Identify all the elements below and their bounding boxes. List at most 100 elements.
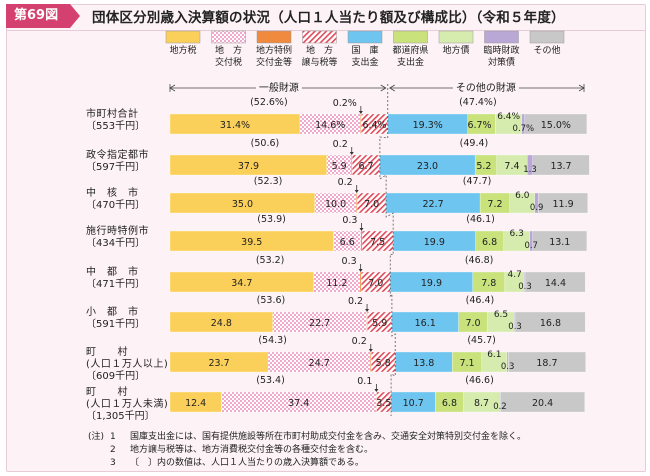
- data-label: 0.3: [508, 322, 522, 332]
- legend-label: 地 方: [215, 44, 242, 56]
- data-label: 0.9: [530, 203, 544, 213]
- data-label: 0.2%: [333, 98, 357, 109]
- legend-label: 交付金等: [256, 56, 292, 68]
- per-capita-amount: 〔609千円〕: [86, 370, 145, 382]
- data-label: 22.7: [423, 199, 444, 210]
- bar-segment: [359, 271, 362, 293]
- data-label: 11.9: [553, 199, 574, 210]
- bar-segment: [532, 230, 588, 252]
- data-label: 14.4: [545, 278, 566, 289]
- data-label: 6.4%: [362, 120, 386, 131]
- other-finance-share: (47.4%): [459, 97, 497, 108]
- data-label: 3.5: [376, 398, 391, 409]
- data-label: 0.7: [524, 241, 538, 251]
- legend-swatch: [393, 30, 428, 44]
- bar-segment: [524, 113, 588, 135]
- data-label: 7.8: [481, 278, 496, 289]
- data-label: 7.1: [459, 358, 474, 369]
- data-label: 0.3: [501, 362, 515, 372]
- figure-number-badge: 第69図: [6, 4, 80, 28]
- general-finance-label: 一般財源: [259, 81, 299, 94]
- general-finance-share: (53.6): [257, 295, 286, 306]
- category-label: 中 都 市: [86, 265, 139, 278]
- legend-label: 交付税: [215, 56, 242, 68]
- data-label: 39.5: [241, 237, 262, 248]
- bar-segment: [515, 311, 586, 333]
- data-label: 5.2: [476, 161, 491, 172]
- data-label: 7.2: [487, 199, 502, 210]
- general-finance-share: (52.6%): [250, 97, 288, 108]
- data-label: 16.8: [540, 318, 561, 329]
- per-capita-amount: 〔591千円〕: [86, 318, 145, 330]
- legend-label: 臨時財政: [483, 44, 519, 56]
- data-label: 6.8: [442, 398, 457, 409]
- other-finance-share: (49.4): [460, 138, 489, 149]
- data-label: 10.7: [403, 398, 424, 409]
- data-label: 15.0%: [541, 120, 571, 131]
- data-label: 6.0: [515, 191, 530, 201]
- data-label: 24.8: [211, 318, 232, 329]
- bars: 31.4% 14.6% 6.4% 19.3% 6.7% 6.4% 0.7% 15.0% 0.2%…: [86, 84, 590, 422]
- data-label: 18.7: [536, 358, 557, 369]
- data-label: 6.4%: [497, 112, 520, 122]
- legend-swatch: [484, 30, 519, 44]
- legend-label: 国 庫: [351, 44, 378, 56]
- data-label: 19.9: [424, 237, 445, 248]
- category-label: 施行時特例市: [86, 224, 149, 237]
- data-label: 5.9: [332, 161, 347, 172]
- data-label: 0.3: [342, 215, 357, 226]
- data-label: 6.6: [340, 237, 355, 248]
- other-finance-share: (47.7): [463, 176, 492, 187]
- data-label: 13.7: [550, 161, 571, 172]
- other-finance-share: (46.6): [465, 375, 494, 386]
- data-label: 6.5: [494, 310, 508, 320]
- bar-segment: [360, 230, 363, 252]
- legend-label: 地方特例: [256, 44, 292, 56]
- per-capita-amount: 〔553千円〕: [86, 120, 145, 132]
- legend-swatch: [211, 30, 246, 44]
- general-finance-share: (53.4): [256, 375, 285, 386]
- data-label: 16.1: [415, 318, 436, 329]
- data-label: 7.0: [368, 278, 383, 289]
- legend-label: 地方税: [169, 44, 196, 56]
- legend-label: 支出金: [397, 56, 424, 68]
- per-capita-amount: 〔1,305千円〕: [86, 410, 155, 422]
- data-label: 7.5: [370, 237, 385, 248]
- general-finance-share: (50.6): [251, 138, 280, 149]
- data-label: 0.2: [352, 336, 367, 347]
- bar-segment: [508, 351, 586, 373]
- data-label: 6.7%: [467, 120, 491, 131]
- data-label: 19.9: [421, 278, 442, 289]
- data-label: 0.1: [357, 376, 372, 387]
- category-label: 町 村: [86, 385, 128, 398]
- category-label: 政令指定都市: [86, 148, 149, 161]
- data-label: 34.7: [231, 278, 252, 289]
- data-label: 37.9: [238, 161, 259, 172]
- data-label: 13.1: [549, 237, 570, 248]
- footnote-1: (注) 1 国庫支出金には、国有提供施設等所在市町村助成交付金を含み、交通安全対…: [88, 432, 527, 442]
- category-label: 小 都 市: [86, 305, 139, 318]
- other-finance-share: (46.4): [466, 295, 495, 306]
- data-label: 19.3%: [413, 120, 443, 131]
- title-divider: [6, 30, 646, 31]
- general-finance-share: (52.3): [254, 176, 283, 187]
- per-capita-amount: 〔434千円〕: [86, 237, 145, 249]
- other-finance-share: (46.8): [465, 255, 494, 266]
- data-label: 23.7: [208, 358, 229, 369]
- footnote-3: 3 〔 〕内の数値は、人口１人当たりの歳入決算額である。: [110, 458, 364, 468]
- footnote-2: 2 地方譲与税等は、地方消費税交付金等の各種交付金を含む。: [110, 445, 374, 455]
- data-label: 0.2: [338, 177, 353, 188]
- category-label: 市町村合計: [86, 107, 139, 120]
- other-finance-label: その他の財源: [456, 81, 516, 94]
- data-label: 0.2: [333, 139, 348, 150]
- data-label: 1.3: [523, 165, 537, 175]
- category-label: (人口１万人未満): [86, 398, 168, 410]
- data-label: 14.6%: [315, 120, 345, 131]
- data-label: 31.4%: [220, 120, 250, 131]
- legend-swatch: [529, 30, 565, 44]
- data-label: 8.7: [474, 398, 489, 409]
- data-label: 0.3: [518, 282, 532, 292]
- legend-label: 地方債: [442, 44, 469, 56]
- bar-segment: [500, 391, 585, 413]
